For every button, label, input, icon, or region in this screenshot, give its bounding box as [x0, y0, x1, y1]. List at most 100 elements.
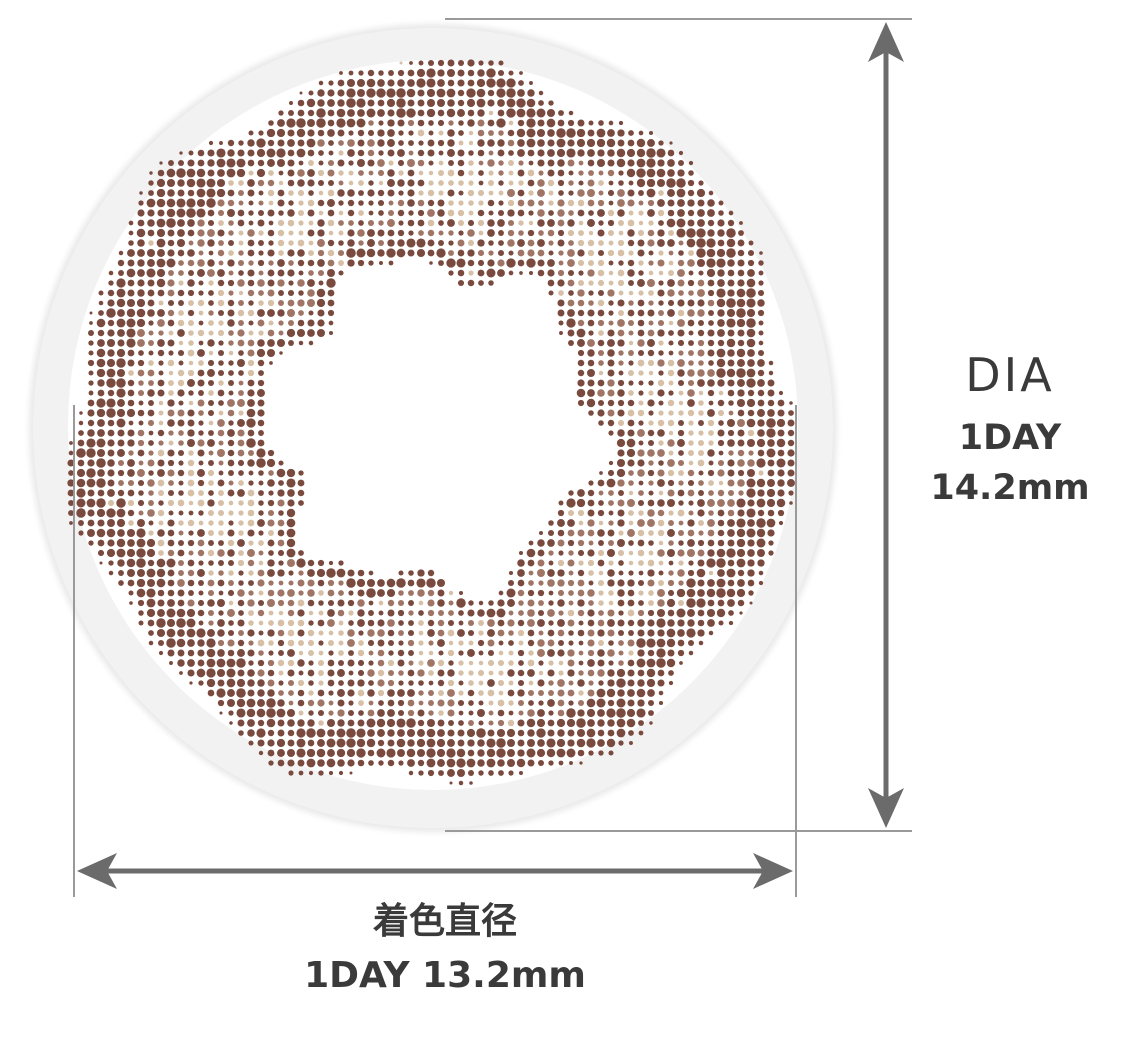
lens-dot: [506, 258, 516, 268]
lens-dot: [607, 209, 615, 217]
dia-value: 14.2mm: [930, 468, 1090, 508]
lens-dot: [427, 619, 435, 627]
lens-dot: [618, 290, 624, 296]
lens-dot: [266, 348, 276, 358]
lens-dot: [727, 479, 735, 487]
lens-dot: [446, 258, 456, 268]
lens-dot: [217, 639, 225, 647]
lens-dot: [197, 649, 205, 657]
lens-dot: [157, 429, 165, 437]
lens-dot: [78, 530, 84, 536]
lens-dot: [178, 430, 184, 436]
lens-dot: [307, 229, 315, 237]
lens-dot: [228, 480, 234, 486]
lens-dot: [368, 660, 374, 666]
lens-dot: [408, 660, 414, 666]
lens-dot: [707, 279, 715, 287]
lens-dot: [348, 620, 354, 626]
lens-dot: [567, 279, 575, 287]
lens-dot: [256, 148, 266, 158]
lens-dot: [218, 360, 224, 366]
lens-dot: [597, 279, 605, 287]
lens-dot: [218, 590, 224, 596]
lens-dot: [347, 599, 355, 607]
lens-dot: [116, 318, 126, 328]
lens-dot: [438, 770, 444, 776]
lens-dot: [248, 210, 254, 216]
lens-dot: [198, 590, 204, 596]
lens-dot: [79, 411, 83, 415]
lens-dot: [86, 498, 96, 508]
lens-dot: [128, 370, 134, 376]
lens-dot: [676, 178, 686, 188]
lens-dot: [208, 140, 214, 146]
lens-dot: [458, 680, 464, 686]
lens-dot: [407, 739, 415, 747]
lens-dot: [608, 510, 614, 516]
lens-dot: [237, 489, 245, 497]
lens-dot: [208, 280, 214, 286]
lens-dot: [167, 189, 175, 197]
lens-dot: [456, 258, 466, 268]
lens-dot: [477, 609, 485, 617]
lens-dot: [607, 469, 615, 477]
lens-dot: [487, 649, 495, 657]
lens-dot: [68, 450, 74, 456]
color-arrow-head-left-icon: [77, 853, 117, 889]
lens-dot: [607, 379, 615, 387]
lens-dot: [657, 529, 665, 537]
lens-dot: [547, 629, 555, 637]
lens-dot: [327, 619, 335, 627]
lens-dot: [367, 139, 375, 147]
lens-dot: [566, 128, 576, 138]
lens-dot: [636, 638, 646, 648]
lens-dot: [717, 309, 725, 317]
lens-dot: [197, 539, 205, 547]
lens-dot: [228, 470, 234, 476]
lens-dot: [96, 438, 106, 448]
lens-dot: [508, 170, 514, 176]
lens-dot: [626, 448, 636, 458]
lens-dot: [537, 239, 545, 247]
lens-dot: [637, 329, 645, 337]
lens-dot: [677, 339, 685, 347]
lens-dot: [307, 209, 315, 217]
lens-dot: [588, 330, 594, 336]
lens-dot: [467, 69, 475, 77]
lens-dot: [547, 719, 555, 727]
lens-dot: [638, 600, 644, 606]
lens-dot: [608, 640, 614, 646]
lens-dot: [266, 128, 276, 138]
lens-dot: [428, 700, 434, 706]
lens-dot: [308, 680, 314, 686]
lens-dot: [668, 520, 674, 526]
lens-dot: [598, 500, 604, 506]
lens-dot: [277, 259, 285, 267]
lens-dot: [518, 600, 524, 606]
lens-dot: [198, 360, 204, 366]
lens-dot: [477, 639, 485, 647]
lens-dot: [697, 579, 705, 587]
lens-dot: [697, 219, 705, 227]
lens-dot: [148, 470, 154, 476]
lens-dot: [627, 219, 635, 227]
lens-dot: [297, 279, 305, 287]
lens-dot: [766, 488, 776, 498]
lens-dot: [567, 269, 575, 277]
lens-dot: [688, 460, 694, 466]
lens-dot: [147, 409, 155, 417]
lens-dot: [348, 670, 354, 676]
lens-dot: [178, 360, 184, 366]
lens-dot: [248, 590, 254, 596]
lens-dot: [616, 708, 626, 718]
lens-dot: [657, 199, 665, 207]
lens-dot: [267, 659, 275, 667]
lens-dot: [176, 208, 186, 218]
lens-dot: [658, 400, 664, 406]
lens-dot: [88, 330, 94, 336]
lens-dot: [527, 179, 535, 187]
lens-dot: [346, 118, 356, 128]
lens-dot: [736, 368, 746, 378]
lens-dot: [557, 119, 565, 127]
lens-dot: [606, 688, 616, 698]
